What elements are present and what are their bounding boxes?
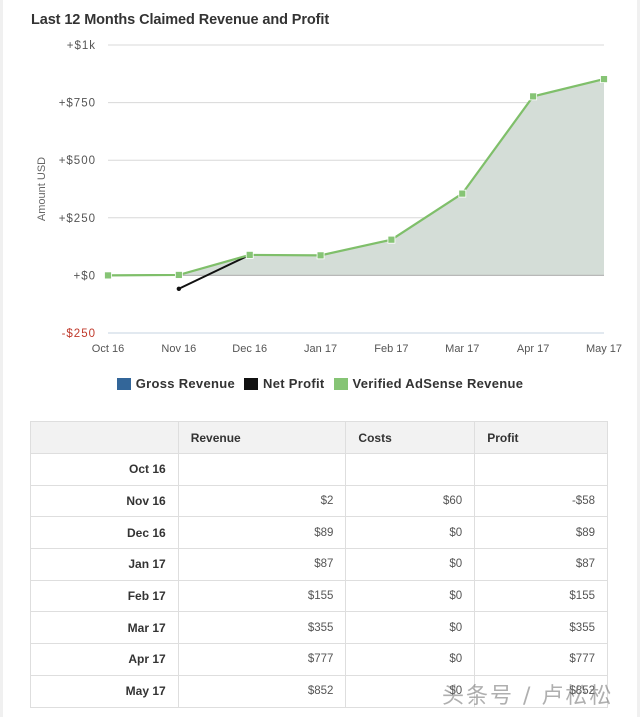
row-month: May 17: [30, 674, 179, 708]
table-row: Mar 17 $355 $0 $355: [30, 611, 608, 645]
net-profit-line: [178, 253, 251, 290]
table-row: Apr 17 $777 $0 $777: [30, 643, 608, 676]
cell-profit: $155: [474, 579, 608, 613]
adsense-marker: [174, 271, 183, 279]
header-profit: Profit: [474, 421, 608, 454]
cell-profit: $852: [474, 674, 608, 708]
cell-profit: $87: [474, 548, 608, 581]
cell-costs: $0: [345, 611, 476, 645]
legend-item[interactable]: Gross Revenue: [116, 376, 236, 391]
row-month: Mar 17: [30, 611, 179, 645]
y-axis-label: Amount USD: [36, 157, 48, 221]
net-profit-marker: [176, 286, 182, 291]
row-month: Feb 17: [30, 579, 179, 613]
x-tick-label: Nov 16: [161, 343, 196, 355]
cell-profit: -$58: [474, 484, 608, 518]
legend-label: Gross Revenue: [135, 376, 236, 391]
legend-item[interactable]: Verified AdSense Revenue: [333, 376, 524, 391]
cell-revenue: $87: [177, 548, 347, 581]
y-tick-label: +$750: [59, 98, 96, 110]
row-month: Apr 17: [30, 643, 179, 676]
adsense-marker: [387, 235, 396, 244]
legend-item[interactable]: Net Profit: [244, 376, 325, 391]
adsense-marker: [600, 75, 608, 83]
row-month: Jan 17: [30, 548, 179, 581]
adsense-marker: [316, 251, 325, 260]
row-month: Oct 16: [30, 453, 179, 486]
header-month: [30, 421, 179, 454]
y-tick-label: -$250: [62, 328, 96, 340]
cell-revenue: $155: [177, 579, 347, 613]
legend-swatch-icon: [116, 377, 131, 390]
table-row: May 17 $852 $0 $852: [30, 674, 608, 708]
cell-revenue: $355: [177, 611, 347, 645]
adsense-marker: [104, 271, 112, 280]
cell-profit: $355: [474, 611, 608, 645]
cell-costs: $60: [345, 484, 476, 518]
table-row: Nov 16 $2 $60 -$58: [30, 484, 608, 518]
adsense-area: [108, 79, 604, 276]
cell-costs: $0: [345, 548, 476, 581]
legend-swatch-icon: [333, 377, 348, 390]
chart-legend: Gross Revenue Net Profit Verified AdSense …: [0, 376, 640, 391]
y-tick-label: +$0: [73, 270, 96, 282]
adsense-marker: [245, 250, 254, 259]
x-tick-label: Dec 16: [232, 343, 267, 355]
x-tick-label: Apr 17: [517, 343, 549, 355]
cell-costs: [345, 453, 476, 486]
row-month: Nov 16: [30, 484, 179, 518]
cell-revenue: $777: [177, 643, 347, 676]
watermark: 头条号 / 卢松松: [442, 684, 614, 709]
header-costs: Costs: [345, 421, 476, 454]
cell-profit: $777: [474, 643, 608, 676]
adsense-line: [107, 78, 605, 277]
table-row: Jan 17 $87 $0 $87: [30, 548, 608, 581]
cell-profit: $89: [474, 516, 608, 550]
legend-label: Net Profit: [263, 376, 325, 391]
cell-costs: $0: [345, 516, 476, 550]
x-tick-label: Oct 16: [92, 343, 124, 355]
row-month: Dec 16: [30, 516, 179, 550]
table-row: Dec 16 $89 $0 $89: [30, 516, 608, 550]
chart-title: Last 12 Months Claimed Revenue and Profi…: [31, 12, 330, 28]
legend-swatch-icon: [244, 377, 259, 390]
table-header-row: Revenue Costs Profit: [30, 421, 608, 454]
revenue-profit-chart: -$250 +$0 +$250 +$500 +$750 +$1k Amount USD Oct…: [36, 40, 622, 355]
x-tick-label: Feb 17: [374, 343, 408, 355]
table-row: Feb 17 $155 $0 $155: [30, 579, 608, 613]
table-row: Oct 16: [30, 453, 608, 486]
cell-profit: [474, 453, 608, 486]
y-tick-label: +$1k: [67, 40, 96, 52]
header-revenue: Revenue: [177, 421, 347, 454]
adsense-marker: [529, 92, 538, 101]
cell-costs: $0: [345, 579, 476, 613]
cell-costs: $0: [345, 643, 476, 676]
adsense-marker: [458, 189, 467, 198]
cell-costs: $0: [345, 674, 476, 708]
y-tick-label: +$250: [59, 213, 96, 225]
x-tick-label: May 17: [586, 343, 622, 355]
cell-revenue: $2: [177, 484, 347, 518]
legend-label: Verified AdSense Revenue: [352, 376, 524, 391]
cell-revenue: [177, 453, 347, 486]
x-tick-label: Mar 17: [445, 343, 479, 355]
cell-revenue: $852: [177, 674, 347, 708]
cell-revenue: $89: [177, 516, 347, 550]
y-tick-label: +$500: [59, 155, 96, 167]
x-tick-label: Jan 17: [304, 343, 337, 355]
monthly-data-table: Revenue Costs Profit Oct 16 Nov 16 $2 $60 -$…: [30, 421, 608, 708]
